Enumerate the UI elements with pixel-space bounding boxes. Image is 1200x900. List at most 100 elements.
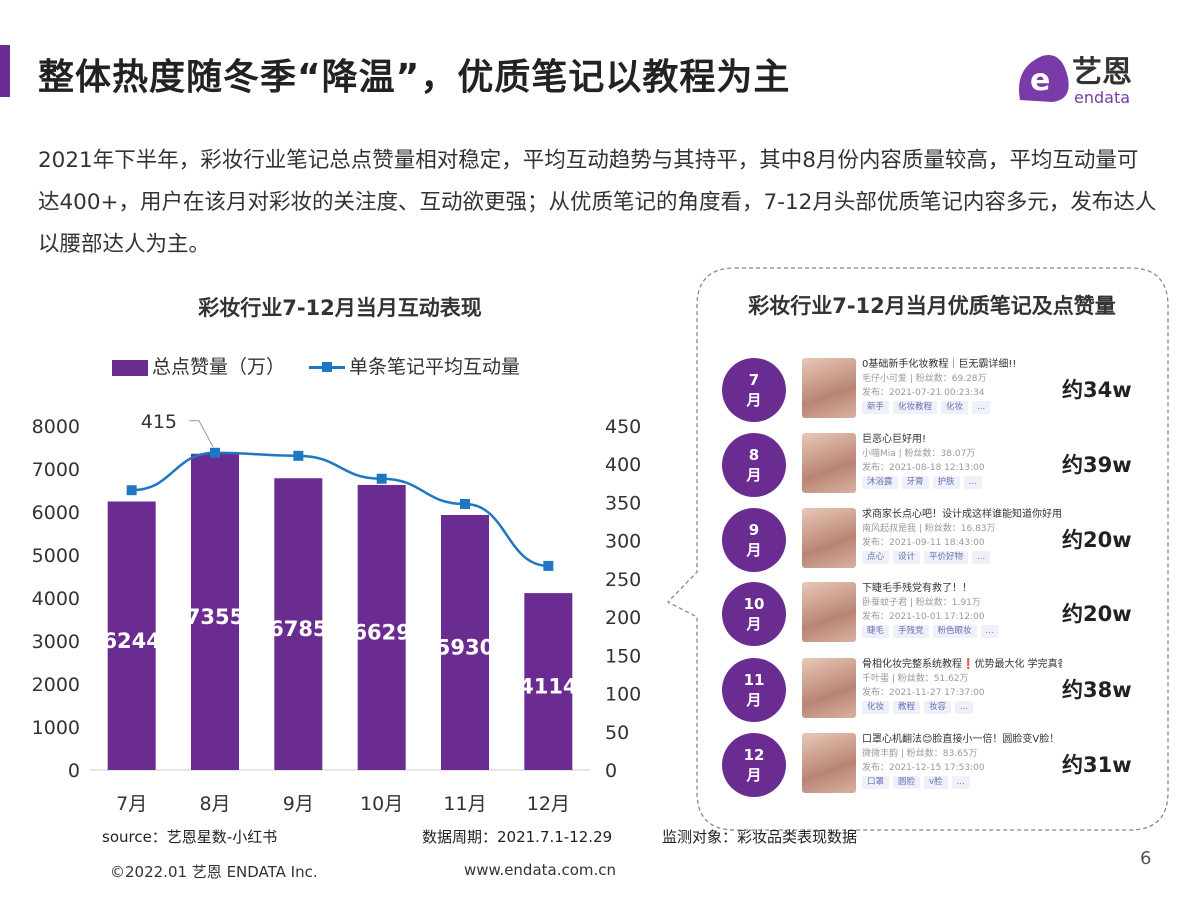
- note-tag[interactable]: 设计: [893, 551, 921, 564]
- endata-logo: e 艺恩 endata: [1018, 54, 1132, 107]
- y-left-tick: 4000: [32, 588, 80, 610]
- note-date: 发布：2021-12-15 17:53:00: [862, 763, 985, 773]
- line-point: [460, 498, 470, 509]
- note-tag[interactable]: v脸: [924, 776, 948, 789]
- note-thumbnail[interactable]: [802, 433, 856, 493]
- page-title: 整体热度随冬季“降温”，优质笔记以教程为主: [38, 57, 791, 98]
- y-left-tick: 0: [68, 760, 80, 782]
- note-tag[interactable]: 化妆: [862, 701, 890, 714]
- svg-text:艺恩: 艺恩: [1072, 55, 1132, 90]
- note-tag[interactable]: 教程: [893, 701, 921, 714]
- note-tag[interactable]: 口罩: [862, 776, 890, 789]
- bar-label: 6244: [102, 629, 160, 653]
- month-badge: 12 月: [722, 733, 786, 797]
- note-card[interactable]: 11 月 骨相化妆完整系统教程❗优势最大化 学完真香 千叶蛋 | 粉丝数：51.…: [722, 658, 1162, 728]
- note-date: 发布：2021-08-18 12:13:00: [862, 463, 985, 473]
- note-info: 0基础新手化妆教程｜巨无霸详细!! 毛仔小可爱 | 粉丝数：69.28万 发布：…: [862, 358, 1062, 414]
- note-author: 卧蚕蚊子君 | 粉丝数：1.91万: [862, 598, 981, 608]
- note-tag[interactable]: 圆脸: [893, 776, 921, 789]
- note-tag[interactable]: 化妆教程: [893, 401, 938, 414]
- y-left-tick: 1000: [32, 717, 80, 739]
- x-tick: 7月: [116, 793, 147, 815]
- y-right-tick: 400: [605, 454, 641, 476]
- line-point: [543, 560, 554, 571]
- note-date: 发布：2021-09-11 18:43:00: [862, 538, 985, 548]
- note-author: 微微丰韵 | 粉丝数：83.65万: [862, 749, 978, 759]
- note-tag[interactable]: 平价好物: [924, 551, 969, 564]
- note-card[interactable]: 7 月 0基础新手化妆教程｜巨无霸详细!! 毛仔小可爱 | 粉丝数：69.28万…: [722, 358, 1162, 428]
- chart-legend: 总点赞量（万） 单条笔记平均互动量: [112, 352, 520, 379]
- note-tag[interactable]: 粉色眼妆: [932, 625, 977, 638]
- note-tag[interactable]: 点心: [862, 551, 890, 564]
- x-tick: 9月: [283, 793, 314, 815]
- note-card[interactable]: 9 月 求商家长点心吧！设计成这样谁能知道你好用 南风起叔是我 | 粉丝数：16…: [722, 508, 1162, 578]
- copyright: ©2022.01 艺恩 ENDATA Inc.: [110, 863, 318, 881]
- note-likes: 约39w: [1062, 453, 1132, 477]
- legend-bar: 总点赞量（万）: [112, 352, 285, 379]
- note-likes: 约34w: [1062, 378, 1132, 402]
- note-date: 发布：2021-07-21 00:23:34: [862, 388, 985, 398]
- note-title: 下睫毛手残党有救了！！: [862, 583, 972, 594]
- note-tag[interactable]: ...: [951, 776, 970, 789]
- month-badge: 8 月: [722, 433, 786, 497]
- note-info: 巨恶心巨好用! 小喵Mia | 粉丝数：38.07万 发布：2021-08-18…: [862, 433, 1062, 489]
- note-thumbnail[interactable]: [802, 733, 856, 793]
- note-tag[interactable]: ...: [955, 701, 974, 714]
- y-left-tick: 3000: [32, 631, 80, 653]
- bar: [274, 478, 323, 770]
- note-title: 求商家长点心吧！设计成这样谁能知道你好用: [862, 509, 1062, 520]
- note-thumbnail[interactable]: [802, 508, 856, 568]
- page-number: 6: [1140, 848, 1152, 869]
- note-info: 骨相化妆完整系统教程❗优势最大化 学完真香 千叶蛋 | 粉丝数：51.62万 发…: [862, 658, 1062, 714]
- note-thumbnail[interactable]: [802, 582, 856, 642]
- note-thumbnail[interactable]: [802, 658, 856, 718]
- note-card[interactable]: 8 月 巨恶心巨好用! 小喵Mia | 粉丝数：38.07万 发布：2021-0…: [722, 433, 1162, 503]
- note-tag[interactable]: ...: [972, 401, 991, 414]
- note-tag[interactable]: ...: [972, 551, 991, 564]
- intro-paragraph: 2021年下半年，彩妆行业笔记总点赞量相对稳定，平均互动趋势与其持平，其中8月份…: [38, 148, 1157, 257]
- note-date: 发布：2021-10-01 17:12:00: [862, 612, 985, 622]
- month-badge: 11 月: [722, 658, 786, 722]
- note-tag[interactable]: 牙膏: [901, 476, 929, 489]
- y-right-tick: 100: [605, 684, 641, 706]
- note-likes: 约20w: [1062, 602, 1132, 626]
- note-card[interactable]: 10 月 下睫毛手残党有救了！！ 卧蚕蚊子君 | 粉丝数：1.91万 发布：20…: [722, 582, 1162, 652]
- y-right-tick: 350: [605, 492, 641, 514]
- y-right-tick: 300: [605, 531, 641, 553]
- x-tick: 12月: [527, 793, 570, 815]
- bar: [524, 593, 573, 770]
- line-point: [376, 473, 387, 484]
- y-left-tick: 5000: [32, 545, 80, 567]
- x-tick: 8月: [199, 793, 230, 815]
- note-title: 巨恶心巨好用!: [862, 434, 927, 445]
- bar-label: 6629: [352, 620, 410, 644]
- month-badge: 7 月: [722, 358, 786, 422]
- chart-title: 彩妆行业7-12月当月互动表现: [198, 296, 482, 320]
- note-tag[interactable]: 沐浴露: [862, 476, 898, 489]
- month-badge: 10 月: [722, 582, 786, 646]
- bar: [357, 484, 406, 770]
- title-accent-bar: [0, 45, 10, 97]
- source-note: source：艺恩星数-小红书: [102, 828, 278, 846]
- annotation-label: 415: [141, 411, 177, 433]
- note-info: 求商家长点心吧！设计成这样谁能知道你好用 南风起叔是我 | 粉丝数：16.83万…: [862, 508, 1062, 564]
- note-tag[interactable]: 妆容: [924, 701, 952, 714]
- period-note: 数据周期：2021.7.1-12.29: [422, 828, 613, 846]
- bar: [191, 453, 239, 770]
- note-thumbnail[interactable]: [802, 358, 856, 418]
- note-author: 千叶蛋 | 粉丝数：51.62万: [862, 674, 969, 684]
- note-card[interactable]: 12 月 口罩心机翻法😊脸直接小一倍！圆脸变V脸！ 微微丰韵 | 粉丝数：83.…: [722, 733, 1162, 803]
- x-tick: 11月: [443, 793, 486, 815]
- note-tag[interactable]: ...: [963, 476, 982, 489]
- note-tag[interactable]: 手残党: [893, 625, 929, 638]
- note-tag[interactable]: 新手: [862, 401, 890, 414]
- y-right-tick: 250: [605, 569, 641, 591]
- note-tag[interactable]: 睫毛: [862, 625, 890, 638]
- website-link[interactable]: www.endata.com.cn: [464, 861, 617, 879]
- bar: [107, 501, 156, 770]
- note-tag[interactable]: ...: [980, 625, 999, 638]
- note-tag[interactable]: 化妆: [941, 401, 969, 414]
- note-tag[interactable]: 护肤: [932, 476, 960, 489]
- annotation-leader: [189, 420, 214, 447]
- y-left-tick: 7000: [32, 459, 80, 481]
